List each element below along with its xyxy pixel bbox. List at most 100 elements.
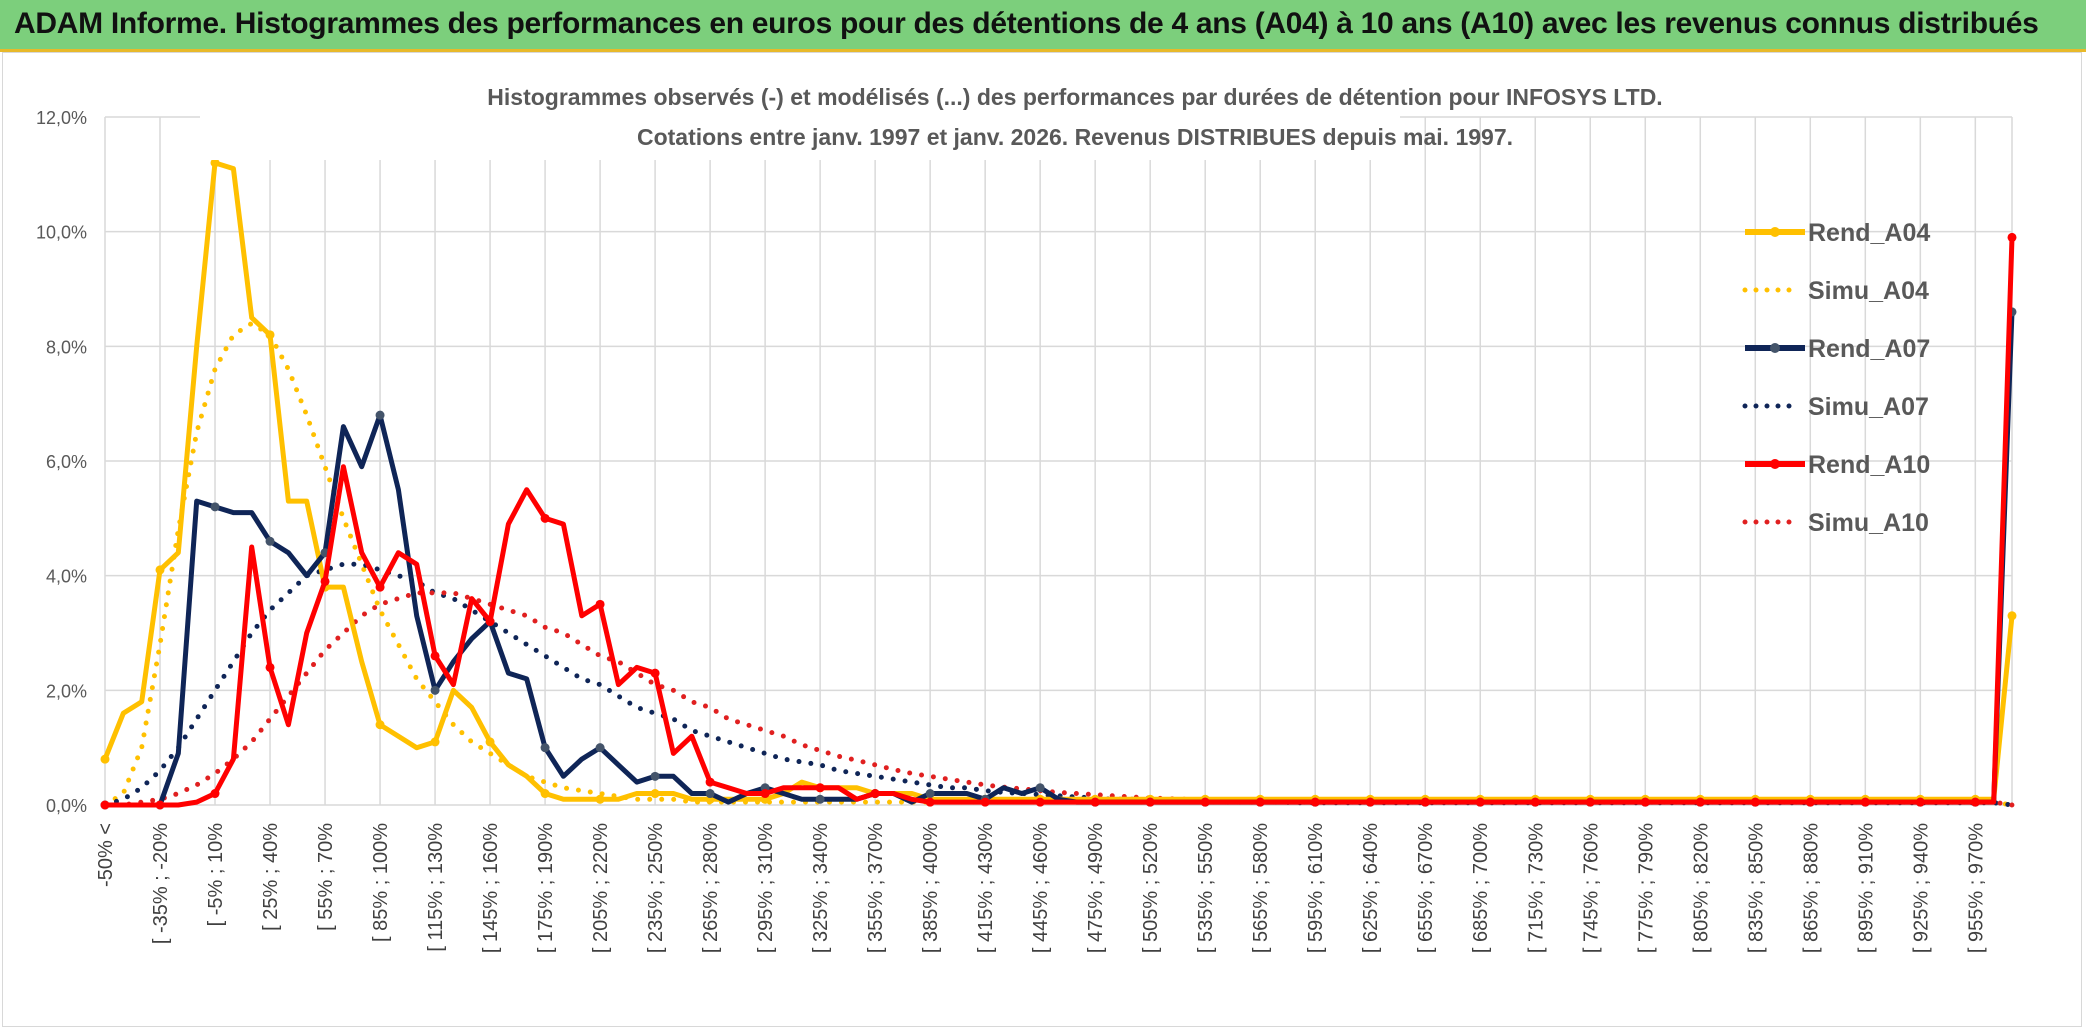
legend-marker-Rend_A07 xyxy=(1770,343,1780,353)
data-point-Rend_A10 xyxy=(870,789,880,799)
data-point-Rend_A10 xyxy=(1695,797,1705,807)
data-point-Rend_A10 xyxy=(540,513,550,523)
legend-label-Rend_A04: Rend_A04 xyxy=(1808,219,1930,247)
data-point-Rend_A07 xyxy=(650,771,660,781)
x-tick-label: [ 115% ; 130% xyxy=(425,823,447,952)
data-point-Rend_A10 xyxy=(320,576,330,586)
x-tick-label: [ 295% ; 310% xyxy=(755,823,777,953)
data-point-Rend_A04 xyxy=(650,789,660,799)
data-point-Rend_A10 xyxy=(705,777,715,787)
x-tick-label: [ 55% ; 70% xyxy=(315,823,337,931)
data-point-Rend_A10 xyxy=(1585,797,1595,807)
x-tick-label: [ 775% ; 790% xyxy=(1635,823,1657,953)
data-point-Rend_A04 xyxy=(265,330,275,340)
y-tick-label: 0,0% xyxy=(46,796,87,816)
x-tick-label: [ 505% ; 520% xyxy=(1140,823,1162,953)
legend-marker-Rend_A10 xyxy=(1770,459,1780,469)
data-point-Rend_A10 xyxy=(815,783,825,793)
legend: Rend_A04 Simu_A04 Rend_A07 Simu_A07 Rend_A10… xyxy=(1742,219,1930,537)
x-tick-label: [ 625% ; 640% xyxy=(1360,823,1382,953)
y-tick-label: 12,0% xyxy=(36,108,87,128)
x-tick-label: [ 805% ; 820% xyxy=(1690,823,1712,953)
x-tick-label: [ 25% ; 40% xyxy=(260,823,282,931)
data-point-Rend_A10 xyxy=(2007,232,2017,242)
data-point-Rend_A04 xyxy=(100,754,110,764)
chart-subtitle: Cotations entre janv. 1997 et janv. 2026… xyxy=(637,124,1513,150)
series-line-Rend_A04 xyxy=(102,160,2015,802)
data-point-Rend_A04 xyxy=(430,737,440,747)
data-point-Rend_A10 xyxy=(1420,797,1430,807)
x-tick-label: [ 715% ; 730% xyxy=(1525,823,1547,953)
data-point-Rend_A10 xyxy=(430,651,440,661)
data-point-Rend_A10 xyxy=(1200,797,1210,807)
x-axis-ticks: -50% < [ -35% ; -20% [ -5% ; 10% [ 25% ; 40… xyxy=(95,823,1987,953)
x-tick-label: [ 85% ; 100% xyxy=(370,823,392,942)
series-line-Rend_A10 xyxy=(105,237,2015,808)
data-point-Rend_A04 xyxy=(375,720,385,730)
data-point-Rend_A10 xyxy=(1035,797,1045,807)
x-tick-label: [ -5% ; 10% xyxy=(205,823,227,927)
y-tick-label: 4,0% xyxy=(46,567,87,587)
y-tick-label: 8,0% xyxy=(46,337,87,357)
x-tick-label: [ -35% ; -20% xyxy=(150,823,172,944)
series-group xyxy=(100,158,2017,810)
legend-label-Simu_A10: Simu_A10 xyxy=(1808,509,1929,537)
x-tick-label: [ 535% ; 550% xyxy=(1195,823,1217,953)
data-point-Rend_A10 xyxy=(375,582,385,592)
data-point-Rend_A04 xyxy=(155,565,165,575)
x-tick-label: [ 235% ; 250% xyxy=(645,823,667,953)
report-title: ADAM Informe. Histogrammes des performan… xyxy=(14,7,2039,40)
data-point-Rend_A10 xyxy=(1530,797,1540,807)
data-point-Rend_A04 xyxy=(595,794,605,804)
data-point-Rend_A10 xyxy=(1750,797,1760,807)
data-point-Rend_A10 xyxy=(265,662,275,672)
x-tick-label: [ 445% ; 460% xyxy=(1030,823,1052,953)
data-point-Rend_A10 xyxy=(1915,797,1925,807)
x-tick-label: -50% < xyxy=(95,823,117,887)
data-point-Rend_A10 xyxy=(1365,797,1375,807)
report-header: ADAM Informe. Histogrammes des performan… xyxy=(0,0,2086,52)
legend-marker-Rend_A04 xyxy=(1770,227,1780,237)
legend-label-Rend_A07: Rend_A07 xyxy=(1808,335,1930,363)
series-line-Simu_A10 xyxy=(102,590,2015,808)
data-point-Rend_A10 xyxy=(595,599,605,609)
data-point-Rend_A04 xyxy=(485,737,495,747)
chart-title: Histogrammes observés (-) et modélisés (… xyxy=(487,84,1662,110)
data-point-Rend_A04 xyxy=(210,158,220,168)
x-tick-label: [ 175% ; 190% xyxy=(535,823,557,953)
x-tick-label: [ 385% ; 400% xyxy=(920,823,942,953)
data-point-Rend_A10 xyxy=(1145,797,1155,807)
x-tick-label: [ 925% ; 940% xyxy=(1910,823,1932,953)
data-point-Rend_A07 xyxy=(705,789,715,799)
y-tick-label: 10,0% xyxy=(36,223,87,243)
data-point-Rend_A10 xyxy=(1640,797,1650,807)
data-point-Rend_A07 xyxy=(210,502,220,512)
chart-frame xyxy=(2,52,2082,1027)
data-point-Rend_A07 xyxy=(595,743,605,753)
x-tick-label: [ 565% ; 580% xyxy=(1250,823,1272,953)
x-tick-label: [ 415% ; 430% xyxy=(975,823,997,953)
x-tick-label: [ 655% ; 670% xyxy=(1415,823,1437,953)
data-point-Rend_A10 xyxy=(925,797,935,807)
data-point-Rend_A10 xyxy=(100,800,110,810)
data-point-Rend_A07 xyxy=(925,789,935,799)
data-point-Rend_A10 xyxy=(155,800,165,810)
data-point-Rend_A10 xyxy=(1805,797,1815,807)
legend-label-Simu_A07: Simu_A07 xyxy=(1808,393,1929,421)
data-point-Rend_A07 xyxy=(265,536,275,546)
data-point-Rend_A10 xyxy=(1090,797,1100,807)
y-tick-label: 6,0% xyxy=(46,452,87,472)
legend-label-Simu_A04: Simu_A04 xyxy=(1808,277,1929,305)
data-point-Rend_A07 xyxy=(540,743,550,753)
data-point-Rend_A10 xyxy=(485,617,495,627)
x-tick-label: [ 325% ; 340% xyxy=(810,823,832,953)
x-tick-label: [ 895% ; 910% xyxy=(1855,823,1877,953)
data-point-Rend_A07 xyxy=(815,794,825,804)
data-point-Rend_A04 xyxy=(540,789,550,799)
data-point-Rend_A10 xyxy=(1970,797,1980,807)
data-point-Rend_A10 xyxy=(1255,797,1265,807)
data-point-Rend_A10 xyxy=(1310,797,1320,807)
x-tick-label: [ 865% ; 880% xyxy=(1800,823,1822,953)
x-tick-label: [ 205% ; 220% xyxy=(590,823,612,953)
